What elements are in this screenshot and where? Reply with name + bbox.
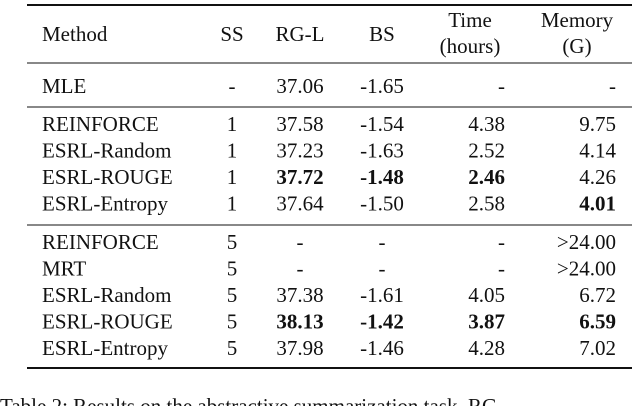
table-cell: 37.98: [276, 336, 323, 360]
table-cell: -1.46: [360, 336, 404, 360]
table-cell: 5: [227, 336, 238, 360]
table-cell: 37.58: [276, 112, 323, 136]
header-cell: (G): [562, 34, 591, 58]
table-cell: 1: [227, 112, 238, 136]
caption: Table 2: Results on the abstractive summ…: [0, 394, 497, 406]
table-cell: 4.26: [579, 165, 616, 189]
table-cell: >24.00: [557, 256, 616, 280]
table-cell: ESRL-Random: [42, 138, 172, 162]
table-cell: -: [297, 230, 304, 254]
table-cell: -1.50: [360, 191, 404, 215]
table-cell: 1: [227, 165, 238, 189]
table-cell: 1: [227, 191, 238, 215]
table-cell: REINFORCE: [42, 112, 159, 136]
header-cell: BS: [369, 22, 395, 46]
table-cell: 4.28: [468, 336, 505, 360]
table-cell: -1.48: [360, 165, 404, 189]
table-cell: 6.72: [579, 283, 616, 307]
table-cell: 7.02: [579, 336, 616, 360]
table-cell: -: [609, 74, 616, 98]
table-cell: ESRL-Entropy: [42, 191, 168, 215]
table-cell: MLE: [42, 74, 86, 98]
table-cell: 5: [227, 309, 238, 333]
table-cell: -1.65: [360, 74, 404, 98]
table-cell: 2.52: [468, 138, 505, 162]
table-cell: 5: [227, 283, 238, 307]
table-cell: 2.46: [468, 165, 505, 189]
table-cell: 4.05: [468, 283, 505, 307]
table-cell: -: [379, 230, 386, 254]
table-cell: 37.06: [276, 74, 323, 98]
table-cell: 37.64: [276, 191, 324, 215]
table-cell: -: [229, 74, 236, 98]
table-cell: -: [498, 230, 505, 254]
table-cell: ESRL-ROUGE: [42, 165, 173, 189]
table-cell: -1.63: [360, 138, 404, 162]
table-cell: 1: [227, 138, 238, 162]
table-cell: 37.23: [276, 138, 323, 162]
table-cell: >24.00: [557, 230, 616, 254]
header-cell: Memory: [541, 8, 614, 32]
table-cell: -1.42: [360, 309, 404, 333]
table-cell: -: [498, 74, 505, 98]
table-cell: 38.13: [276, 309, 323, 333]
table-cell: -: [297, 256, 304, 280]
header-cell: (hours): [440, 34, 501, 58]
table-cell: 5: [227, 256, 238, 280]
table-cell: 9.75: [579, 112, 616, 136]
table-cell: 4.01: [579, 191, 616, 215]
table-cell: 4.14: [579, 138, 616, 162]
table-cell: 4.38: [468, 112, 505, 136]
table-cell: ESRL-Random: [42, 283, 172, 307]
table-cell: ESRL-ROUGE: [42, 309, 173, 333]
table-cell: 6.59: [579, 309, 616, 333]
table-cell: -: [379, 256, 386, 280]
table-cell: 5: [227, 230, 238, 254]
table-cell: REINFORCE: [42, 230, 159, 254]
table-cell: -: [498, 256, 505, 280]
table-cell: 3.87: [468, 309, 505, 333]
table-cell: -1.54: [360, 112, 404, 136]
header-cell: RG-L: [276, 22, 325, 46]
header-cell: Method: [42, 22, 108, 46]
table-cell: ESRL-Entropy: [42, 336, 168, 360]
header-cell: SS: [220, 22, 243, 46]
table-cell: 37.38: [276, 283, 323, 307]
table-cell: MRT: [42, 256, 86, 280]
table-cell: 37.72: [276, 165, 323, 189]
header-cell: Time: [448, 8, 492, 32]
table-cell: 2.58: [468, 191, 505, 215]
table-cell: -1.61: [360, 283, 404, 307]
